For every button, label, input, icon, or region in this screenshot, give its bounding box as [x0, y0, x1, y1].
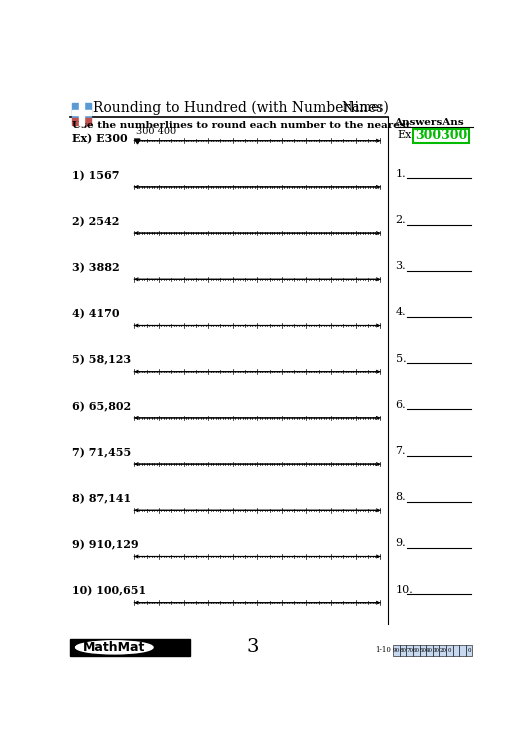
- Text: Name:: Name:: [341, 101, 383, 114]
- Text: 10.: 10.: [395, 585, 413, 595]
- Bar: [439, 645, 446, 656]
- Bar: [73, 103, 91, 118]
- Text: 90: 90: [393, 648, 400, 653]
- Bar: [393, 645, 400, 656]
- Text: 3: 3: [246, 638, 259, 656]
- Text: 4.: 4.: [395, 307, 407, 318]
- Text: 8.: 8.: [395, 492, 407, 503]
- Bar: [413, 129, 469, 143]
- Bar: [446, 645, 453, 656]
- Bar: [400, 645, 407, 656]
- Text: 6.: 6.: [395, 400, 407, 410]
- Text: 30: 30: [432, 648, 439, 653]
- Text: 60: 60: [413, 648, 420, 653]
- Bar: [426, 645, 433, 656]
- Text: 8) 87,141: 8) 87,141: [73, 494, 131, 504]
- Text: Rounding to Hundred (with Numberlines): Rounding to Hundred (with Numberlines): [93, 100, 388, 115]
- Text: 2.: 2.: [395, 215, 407, 225]
- Text: 70: 70: [407, 648, 413, 653]
- Bar: [459, 645, 466, 656]
- Bar: [73, 110, 91, 115]
- Text: 9.: 9.: [395, 539, 407, 548]
- Text: 1) 1567: 1) 1567: [73, 170, 120, 181]
- Text: 7) 71,455: 7) 71,455: [73, 447, 131, 458]
- Text: 0: 0: [467, 648, 471, 653]
- Text: Use the numberlines to round each number to the nearest: Use the numberlines to round each number…: [73, 121, 411, 130]
- Text: 7.: 7.: [395, 446, 406, 456]
- Text: 20: 20: [439, 648, 446, 653]
- Text: 4) 4170: 4) 4170: [73, 309, 120, 320]
- Bar: [453, 645, 459, 656]
- Bar: [407, 645, 413, 656]
- Text: 5) 58,123: 5) 58,123: [73, 354, 131, 366]
- Ellipse shape: [76, 641, 153, 654]
- Bar: [73, 118, 91, 124]
- Text: 40: 40: [426, 648, 433, 653]
- Text: MathMat: MathMat: [83, 641, 146, 654]
- Text: 80: 80: [400, 648, 407, 653]
- Text: 1-10: 1-10: [375, 646, 391, 655]
- Text: 300 400: 300 400: [136, 127, 176, 136]
- Text: 50: 50: [419, 648, 427, 653]
- Bar: [70, 639, 190, 656]
- Text: 0: 0: [447, 648, 451, 653]
- Text: 300300: 300300: [415, 129, 467, 142]
- Text: 10) 100,651: 10) 100,651: [73, 586, 147, 597]
- Bar: [413, 645, 420, 656]
- Text: 1.: 1.: [395, 169, 407, 179]
- Text: 9) 910,129: 9) 910,129: [73, 539, 139, 551]
- Bar: [80, 102, 84, 125]
- Bar: [466, 645, 472, 656]
- Text: 5.: 5.: [395, 354, 407, 363]
- Text: Ex) E300: Ex) E300: [73, 133, 128, 144]
- Bar: [420, 645, 426, 656]
- Text: 6) 65,802: 6) 65,802: [73, 401, 131, 412]
- Text: Ex.: Ex.: [397, 130, 415, 140]
- Text: AnswersAns: AnswersAns: [394, 118, 464, 127]
- Bar: [433, 645, 439, 656]
- Text: 3) 3882: 3) 3882: [73, 262, 120, 273]
- Text: 3.: 3.: [395, 261, 407, 271]
- Text: 2) 2542: 2) 2542: [73, 216, 120, 227]
